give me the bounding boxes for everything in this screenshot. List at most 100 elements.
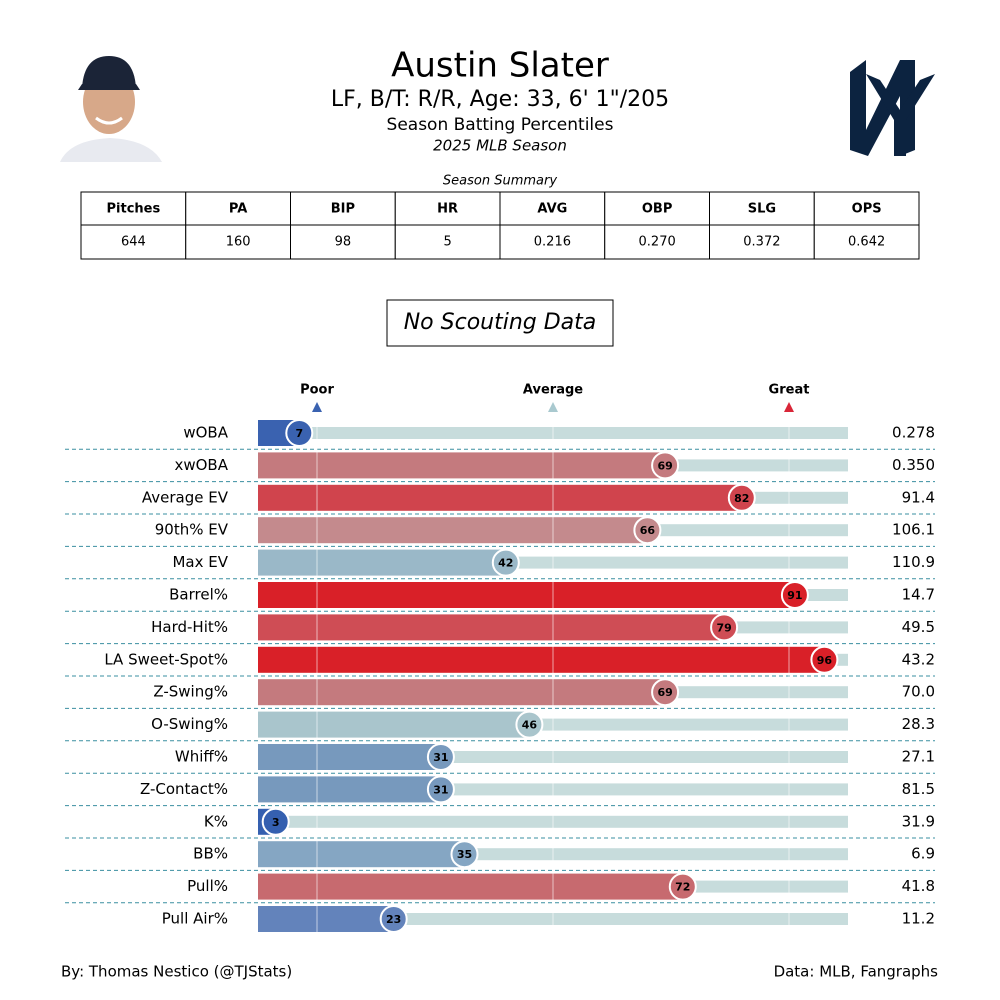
table-cell — [604, 224, 710, 260]
table-value: 160 — [226, 235, 251, 250]
stat-value: 0.350 — [892, 456, 935, 474]
percentile-label: 82 — [734, 492, 749, 505]
category-label: wOBA — [183, 424, 228, 442]
table-header: Pitches — [107, 202, 161, 217]
team-logo — [850, 60, 935, 156]
table-header: OBP — [642, 202, 673, 217]
percentile-label: 69 — [657, 459, 672, 472]
stat-value: 110.9 — [892, 553, 935, 571]
percentile-bubble — [491, 548, 520, 577]
stat-value: 43.2 — [902, 650, 935, 668]
table-value: 0.216 — [534, 235, 571, 250]
table-cell — [499, 224, 606, 260]
bar — [258, 614, 725, 641]
player-info: LF, B/T: R/R, Age: 33, 6' 1"/205 — [331, 87, 669, 112]
category-label: O-Swing% — [151, 715, 228, 733]
percentile-bubble — [515, 710, 544, 739]
bar — [258, 452, 666, 479]
stat-value: 0.278 — [892, 424, 935, 442]
percentile-bubble — [426, 743, 455, 771]
table-header: SLG — [748, 202, 776, 217]
table-cell — [394, 224, 501, 260]
footer-source: Data: MLB, Fangraphs — [774, 963, 939, 981]
bar — [258, 906, 394, 932]
stat-value: 81.5 — [902, 780, 935, 798]
table-caption: Season Summary — [443, 174, 557, 189]
percentile-label: 3 — [272, 816, 280, 829]
scale-marker — [312, 402, 322, 412]
stat-value: 91.4 — [902, 488, 935, 506]
stat-value: 14.7 — [902, 586, 935, 604]
table-header-cell — [499, 191, 606, 226]
table-header: HR — [437, 202, 458, 217]
description: Season Batting Percentiles — [387, 115, 614, 135]
table-value: 0.372 — [743, 235, 780, 250]
percentile-bubble — [285, 419, 314, 447]
player-photo — [54, 56, 166, 162]
scale-marker — [548, 402, 558, 412]
category-label: BB% — [193, 845, 228, 863]
bar — [258, 517, 648, 544]
stat-value: 70.0 — [902, 683, 935, 701]
table-header: AVG — [537, 202, 567, 217]
table-value: 0.642 — [848, 235, 885, 250]
category-label: Pull Air% — [162, 910, 228, 928]
category-label: Hard-Hit% — [151, 618, 228, 636]
percentile-label: 46 — [522, 719, 538, 732]
percentile-label: 66 — [640, 524, 656, 537]
bar — [258, 873, 683, 900]
stat-value: 27.1 — [902, 748, 935, 766]
bar — [258, 744, 441, 770]
percentile-bubble — [633, 516, 662, 545]
percentile-bubble — [651, 678, 680, 707]
category-label: Barrel% — [169, 586, 228, 604]
bar — [258, 711, 530, 738]
category-label: LA Sweet-Spot% — [104, 650, 228, 668]
category-label: Pull% — [187, 877, 228, 895]
table-value: 5 — [443, 235, 451, 250]
bar — [258, 484, 742, 511]
table-value: 0.270 — [639, 235, 676, 250]
stat-value: 49.5 — [902, 618, 935, 636]
table-header: PA — [229, 202, 247, 217]
percentile-label: 96 — [817, 654, 833, 667]
scale-label: Great — [769, 383, 810, 398]
season: 2025 MLB Season — [433, 137, 567, 155]
player-name: Austin Slater — [391, 46, 609, 86]
category-label: Z-Contact% — [140, 780, 228, 798]
bar — [258, 549, 506, 576]
percentile-bubble — [727, 483, 756, 512]
scale-label: Average — [523, 383, 583, 398]
percentile-label: 42 — [498, 557, 513, 570]
table-header-cell — [813, 191, 920, 226]
category-label: xwOBA — [174, 456, 228, 474]
table-header-cell — [604, 191, 710, 226]
percentile-bubble — [780, 581, 809, 609]
stat-value: 28.3 — [902, 715, 935, 733]
bar — [258, 646, 825, 673]
bar — [258, 582, 795, 608]
percentile-bubble — [379, 905, 408, 933]
percentile-label: 23 — [386, 913, 401, 926]
percentile-bubble — [450, 840, 479, 869]
table-cell — [813, 224, 920, 260]
stat-value: 106.1 — [892, 521, 935, 539]
category-label: Z-Swing% — [153, 683, 228, 701]
percentile-bubble — [810, 645, 839, 674]
table-cell — [80, 224, 187, 260]
table-value: 644 — [121, 235, 146, 250]
percentile-label: 31 — [433, 783, 448, 796]
percentile-label: 69 — [657, 686, 672, 699]
percentile-label: 35 — [457, 848, 472, 861]
percentile-label: 91 — [787, 589, 802, 602]
bar — [258, 679, 666, 706]
category-label: Max EV — [172, 553, 228, 571]
bar — [258, 841, 465, 868]
stat-value: 31.9 — [902, 812, 935, 830]
bar — [258, 776, 441, 803]
stat-value: 41.8 — [902, 877, 935, 895]
percentile-bubble — [668, 872, 697, 901]
category-label: 90th% EV — [155, 521, 229, 539]
scouting-box — [386, 299, 614, 347]
